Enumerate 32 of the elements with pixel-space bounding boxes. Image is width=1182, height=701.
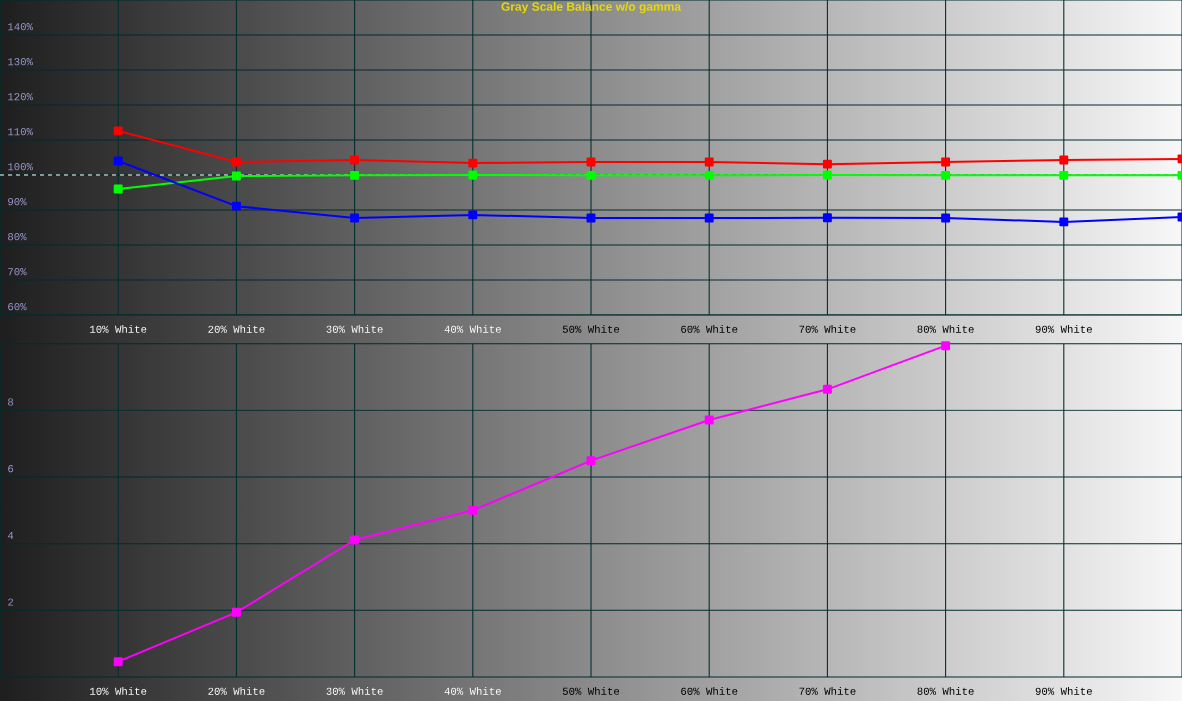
y-tick-label: 140% (8, 23, 33, 31)
y-tick-label: 80% (8, 233, 27, 241)
x-tick-label: 90% White (1035, 687, 1092, 695)
x-tick-label: 40% White (444, 687, 501, 695)
x-tick-label: 20% White (208, 325, 265, 333)
y-tick-label: 90% (8, 198, 27, 206)
x-tick-label: 70% White (799, 325, 856, 333)
y-tick-label: 100% (8, 163, 33, 171)
x-tick-label: 40% White (444, 325, 501, 333)
y-tick-label: 2 (8, 598, 14, 606)
y-tick-label: 6 (8, 465, 14, 473)
y-tick-label: 8 (8, 398, 14, 406)
x-tick-label: 60% White (681, 325, 738, 333)
x-tick-label: 80% White (917, 687, 974, 695)
x-tick-label: 70% White (799, 687, 856, 695)
x-tick-label: 10% White (90, 687, 147, 695)
y-tick-label: 130% (8, 58, 33, 66)
x-tick-label: 20% White (208, 687, 265, 695)
x-tick-label: 30% White (326, 687, 383, 695)
x-tick-label: 80% White (917, 325, 974, 333)
y-tick-label: 110% (8, 128, 33, 136)
x-tick-label: 30% White (326, 325, 383, 333)
y-tick-label: 4 (7, 531, 14, 539)
y-tick-label: 70% (8, 268, 27, 276)
x-tick-label: 90% White (1035, 325, 1092, 333)
y-tick-label: 60% (8, 303, 27, 311)
chart-title: Gray Scale Balance w/o gamma (501, 2, 682, 14)
x-tick-label: 10% White (90, 325, 147, 333)
x-tick-label: 60% White (681, 687, 738, 695)
x-tick-label: 50% White (562, 325, 620, 333)
y-tick-label: 120% (8, 93, 33, 101)
x-tick-label: 50% White (562, 687, 620, 695)
